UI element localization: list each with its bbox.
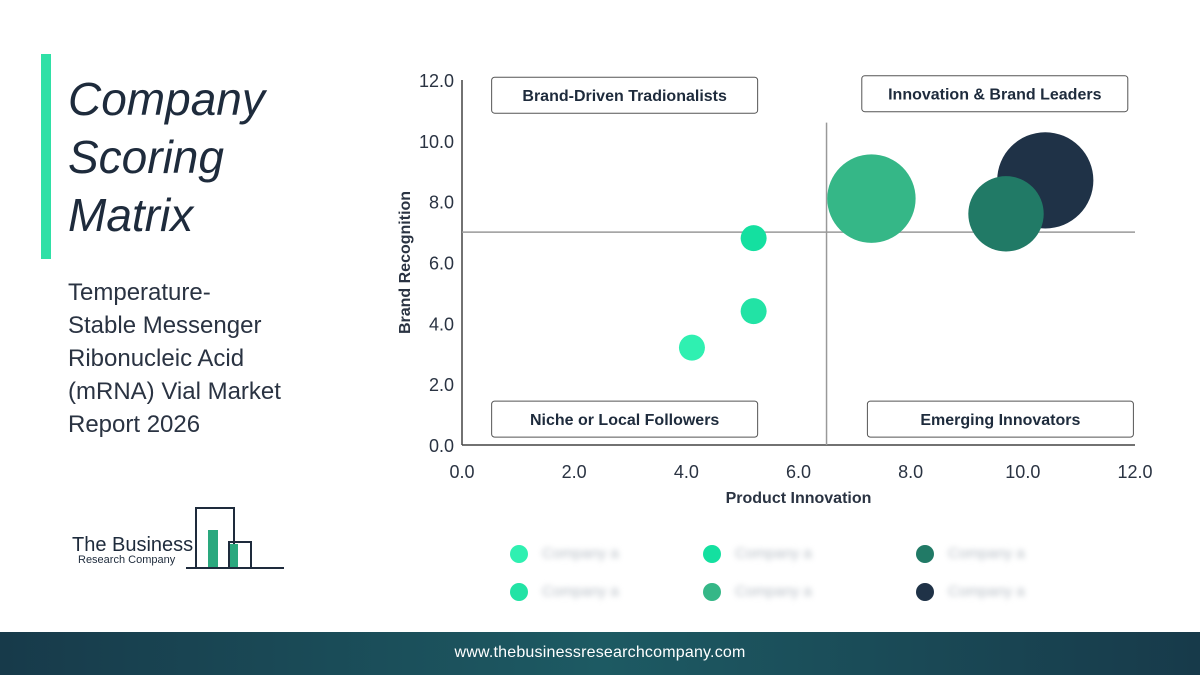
page-title: Company Scoring Matrix xyxy=(68,70,348,244)
company-logo: The Business Research Company xyxy=(72,507,284,569)
legend-label: Company a xyxy=(542,545,619,562)
footer-url[interactable]: www.thebusinessresearchcompany.com xyxy=(454,644,746,661)
legend-label: Company a xyxy=(735,583,812,600)
quadrant-label: Niche or Local Followers xyxy=(530,412,719,429)
y-tick-label: 6.0 xyxy=(429,254,454,274)
legend-swatch xyxy=(703,583,721,601)
legend-swatch xyxy=(916,545,934,563)
legend-swatch xyxy=(703,545,721,563)
legend-swatch xyxy=(510,583,528,601)
x-tick-label: 12.0 xyxy=(1117,462,1152,482)
x-axis-label: Product Innovation xyxy=(726,490,872,507)
title-line: Matrix xyxy=(68,189,194,241)
data-point xyxy=(968,176,1044,252)
logo-text-line2: Research Company xyxy=(78,554,176,566)
accent-bar xyxy=(41,54,51,259)
legend-label: Company a xyxy=(948,545,1025,562)
y-tick-label: 8.0 xyxy=(429,193,454,213)
subtitle-line: Stable Messenger xyxy=(68,312,262,339)
footer-bar: www.thebusinessresearchcompany.com xyxy=(0,632,1200,675)
subtitle-line: Temperature- xyxy=(68,279,211,306)
logo-bar xyxy=(230,544,238,568)
legend-swatch xyxy=(510,545,528,563)
quadrant-label-box xyxy=(491,76,759,114)
y-tick-label: 10.0 xyxy=(419,132,454,152)
x-tick-label: 10.0 xyxy=(1005,462,1040,482)
legend-label: Company a xyxy=(735,545,812,562)
legend-label: Company a xyxy=(542,583,619,600)
x-tick-label: 2.0 xyxy=(562,462,587,482)
x-tick-label: 0.0 xyxy=(449,462,474,482)
title-line: Scoring xyxy=(68,131,224,183)
x-tick-label: 4.0 xyxy=(674,462,699,482)
title-line: Company xyxy=(68,73,265,125)
chart-legend: Company a Company a Company a Company a Comp… xyxy=(500,540,1100,610)
quadrant-label-box xyxy=(861,75,1129,113)
logo-bar xyxy=(208,530,218,568)
x-tick-label: 6.0 xyxy=(786,462,811,482)
quadrant-label: Emerging Innovators xyxy=(920,412,1080,429)
quadrant-label: Innovation & Brand Leaders xyxy=(888,87,1101,104)
y-tick-label: 2.0 xyxy=(429,375,454,395)
legend-swatch xyxy=(916,583,934,601)
subtitle-line: Report 2026 xyxy=(68,411,201,438)
subtitle-line: (mRNA) Vial Market xyxy=(68,378,281,405)
report-subtitle: Temperature- Stable Messenger Ribonuclei… xyxy=(68,276,328,441)
data-point xyxy=(740,225,767,252)
quadrant-label: Brand-Driven Tradionalists xyxy=(522,88,727,105)
y-tick-label: 4.0 xyxy=(429,314,454,334)
legend-label: Company a xyxy=(948,583,1025,600)
y-axis-label: Brand Recognition xyxy=(397,191,414,334)
y-tick-label: 0.0 xyxy=(429,436,454,456)
data-point xyxy=(827,154,916,243)
quadrant-label-box xyxy=(866,400,1134,438)
subtitle-line: Ribonucleic Acid xyxy=(68,345,245,372)
x-tick-label: 8.0 xyxy=(898,462,923,482)
data-point xyxy=(740,298,767,325)
y-tick-label: 12.0 xyxy=(419,71,454,91)
quadrant-label-box xyxy=(491,400,759,438)
logo-text-line1: The Business xyxy=(72,534,193,556)
scoring-matrix-chart: 0.0 2.0 4.0 6.0 8.0 10.0 12.0 0.0 2.0 4.0 6.0 8.0 10… xyxy=(397,71,1153,507)
data-point xyxy=(678,334,705,361)
